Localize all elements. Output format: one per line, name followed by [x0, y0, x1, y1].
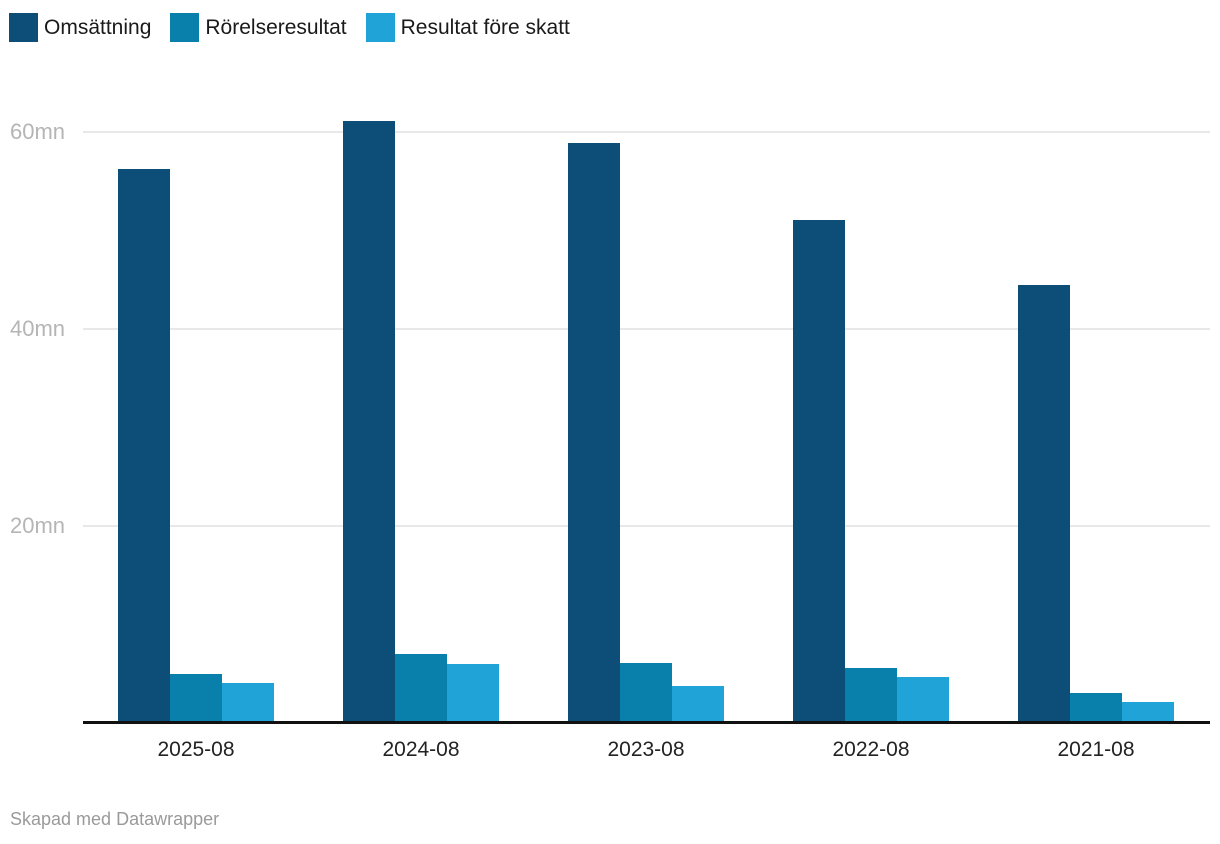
- legend-label: Omsättning: [44, 16, 152, 39]
- legend-item-resultat-före-skatt: Resultat före skatt: [365, 13, 570, 42]
- bar-2023-08-omsättning[interactable]: [568, 143, 620, 722]
- y-axis-tick-60mn: 60mn: [10, 119, 66, 144]
- legend-label: Rörelseresultat: [205, 16, 347, 39]
- x-axis-line: [83, 721, 1210, 724]
- y-axis-tick-40mn: 40mn: [10, 316, 66, 341]
- bar-2025-08-omsättning[interactable]: [118, 169, 170, 722]
- bar-2023-08-rörelseresultat[interactable]: [620, 663, 672, 722]
- bar-2022-08-rörelseresultat[interactable]: [845, 668, 897, 722]
- legend-swatch-icon: [9, 13, 38, 42]
- bar-2024-08-rörelseresultat[interactable]: [395, 654, 447, 722]
- chart-credit: Skapad med Datawrapper: [10, 809, 220, 829]
- bar-2023-08-resultat-före-skatt[interactable]: [672, 686, 724, 722]
- x-axis-label-2021-08: 2021-08: [1057, 738, 1135, 761]
- bar-2025-08-rörelseresultat[interactable]: [170, 674, 222, 722]
- x-axis-label-2022-08: 2022-08: [832, 738, 910, 761]
- legend-swatch-icon: [170, 13, 200, 42]
- bar-2024-08-resultat-före-skatt[interactable]: [447, 664, 499, 722]
- legend-item-rörelseresultat: Rörelseresultat: [170, 13, 347, 42]
- legend-item-omsättning: Omsättning: [9, 13, 151, 42]
- gridline-60mn: [83, 131, 1210, 133]
- legend-label: Resultat före skatt: [400, 16, 570, 39]
- bar-2022-08-omsättning[interactable]: [793, 220, 845, 722]
- bar-2024-08-omsättning[interactable]: [343, 121, 395, 722]
- gridline-20mn: [83, 525, 1210, 527]
- x-axis-label-2025-08: 2025-08: [157, 738, 235, 761]
- bar-2021-08-resultat-före-skatt[interactable]: [1122, 702, 1174, 722]
- chart-legend: Omsättning Rörelseresultat Resultat före s…: [9, 13, 570, 42]
- y-axis-tick-20mn: 20mn: [10, 513, 66, 538]
- bar-2021-08-omsättning[interactable]: [1018, 285, 1070, 722]
- x-axis-label-2023-08: 2023-08: [607, 738, 685, 761]
- bar-2021-08-rörelseresultat[interactable]: [1070, 693, 1122, 722]
- gridline-40mn: [83, 328, 1210, 330]
- bar-2025-08-resultat-före-skatt[interactable]: [222, 683, 274, 722]
- legend-swatch-icon: [365, 13, 395, 42]
- x-axis-label-2024-08: 2024-08: [382, 738, 460, 761]
- bar-2022-08-resultat-före-skatt[interactable]: [897, 677, 949, 722]
